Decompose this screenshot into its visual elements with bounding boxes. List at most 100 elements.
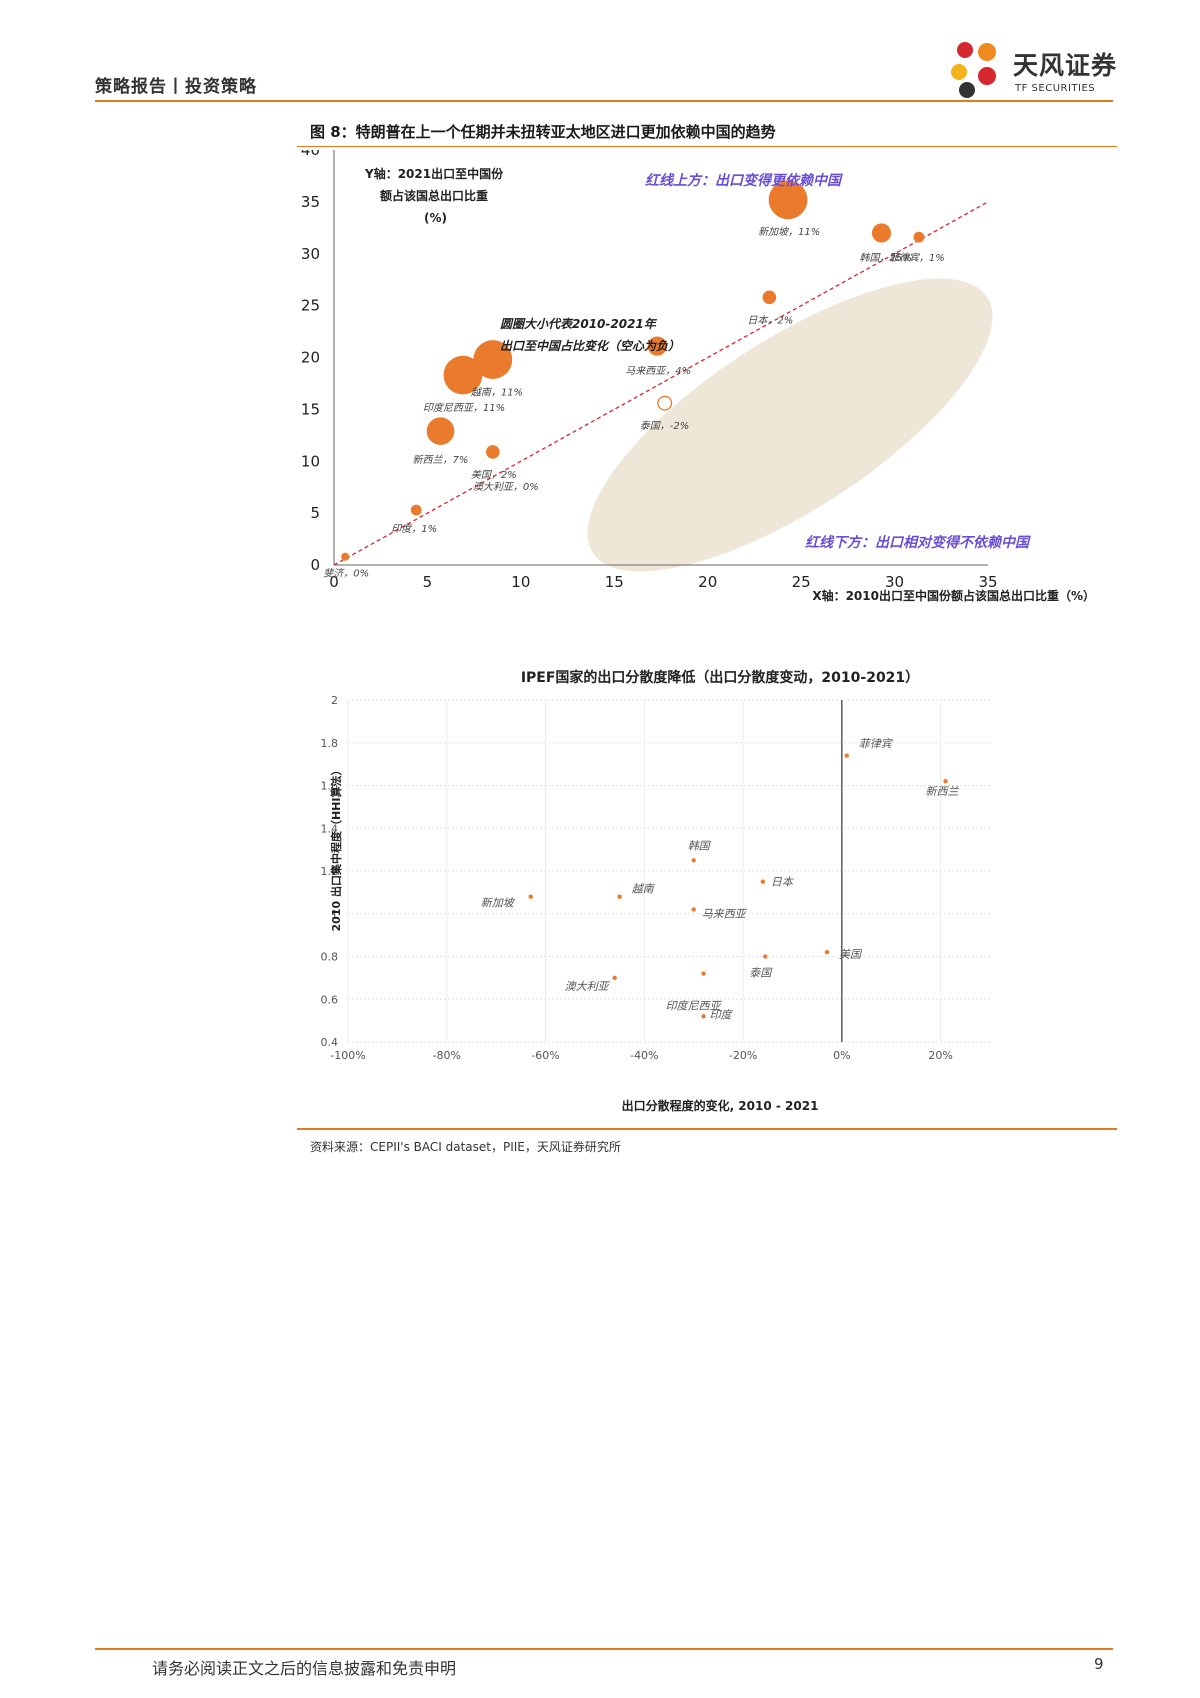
chart2-point-越南	[617, 894, 622, 899]
bubble-label-泰国: 泰国，-2%	[640, 420, 689, 432]
chart2-point-label-印度尼西亚: 印度尼西亚	[666, 1000, 723, 1013]
chart2-point-泰国	[763, 954, 768, 959]
y-tick-label: 20	[301, 349, 320, 367]
bubble-label-越南: 越南，11%	[471, 387, 523, 399]
y-tick-label: 35	[301, 193, 320, 211]
figure-bottom-divider	[297, 1128, 1117, 1130]
bubble-新加坡	[768, 180, 808, 220]
bubble-label-美国: 美国，2%	[471, 469, 517, 481]
bubble-菲律宾	[913, 231, 925, 243]
header-divider	[95, 100, 1113, 102]
chart2-y-tick-label: 1	[331, 908, 338, 921]
chart2-y-tick-label: 1.2	[321, 865, 339, 878]
bubble-马来西亚	[647, 336, 667, 356]
logo-name: 天风证券	[1013, 51, 1118, 80]
below-line-region-ellipse	[587, 278, 993, 572]
chart2-x-tick-label: -80%	[433, 1049, 461, 1062]
x-tick-label: 0	[329, 573, 339, 591]
chart2-point-label-印度: 印度	[710, 1008, 734, 1021]
bubble-label-印度: 印度，1%	[391, 523, 437, 535]
bubble-label-斐济: 斐济，0%	[323, 568, 369, 580]
disclaimer-note: 请务必阅读正文之后的信息披露和免责申明	[152, 1659, 457, 1678]
y-tick-label: 5	[310, 504, 320, 522]
y-axis-note-line-2: 额占该国总出口比重	[380, 188, 488, 203]
chart2-point-日本	[760, 879, 766, 884]
bubble-label-韩国: 韩国，25%	[859, 252, 911, 264]
chart2-point-韩国	[691, 858, 696, 863]
figure-caption: 图 8：特朗普在上一个任期并未扭转亚太地区进口更加依赖中国的趋势	[310, 123, 776, 141]
bubble-label-新加坡: 新加坡，11%	[758, 226, 820, 238]
chart2-point-澳大利亚	[612, 975, 617, 981]
chart2-y-tick-label: 0.8	[321, 951, 339, 964]
chart2-x-tick-label: -100%	[330, 1049, 365, 1062]
bubble-越南	[473, 340, 513, 379]
chart2-point-马来西亚	[691, 907, 696, 912]
bubble-label-菲律宾: 菲律宾，1%	[889, 252, 945, 264]
chart2-y-tick-label: 1.8	[321, 737, 339, 750]
y-axis-note-line-1: Y轴：2021出口至中国份	[364, 166, 504, 181]
x-tick-label: 5	[423, 573, 433, 591]
bubble-斐济	[341, 552, 350, 561]
y-tick-label: 15	[301, 400, 320, 418]
chart2-x-tick-label: -20%	[729, 1049, 757, 1062]
chart2-point-label-新加坡: 新加坡	[481, 897, 516, 910]
chart2-y-tick-label: 1.4	[321, 822, 339, 835]
chart2-x-tick-label: -40%	[630, 1049, 658, 1062]
report-header-title: 策略报告丨投资策略	[95, 77, 257, 97]
china-export-share-bubble-chart: 0 5 10 15 20 25 30 35 0 5 10 15 20 25 30 35 40 新加坡，11% 韩国…	[301, 150, 1095, 603]
chart2-point-label-韩国: 韩国	[688, 839, 712, 852]
page-number: 9	[1094, 1655, 1104, 1673]
chart2-title: IPEF国家的出口分散度降低（出口分散度变动，2010-2021）	[521, 669, 919, 686]
bubble-label-新西兰: 新西兰，7%	[413, 454, 469, 466]
chart2-y-tick-label: 1.6	[321, 780, 339, 793]
reference-line-y-equals-x	[333, 201, 989, 566]
chart2-point-菲律宾	[844, 753, 849, 758]
x-tick-label: 25	[792, 573, 811, 591]
chart2-point-label-菲律宾: 菲律宾	[859, 738, 894, 751]
x-tick-label: 15	[605, 573, 624, 591]
bubble-泰国	[657, 395, 673, 411]
tf-securities-logo: 天风证券 TF SECURITIES	[945, 38, 1125, 100]
x-tick-label: 30	[885, 573, 904, 591]
chart2-x-axis-label: 出口分散程度的变化, 2010 - 2021	[622, 1098, 819, 1113]
chart2-y-axis-label: 2010 出口集中程度（HHI算法）	[329, 765, 343, 932]
bubble-label-马来西亚: 马来西亚，4%	[625, 365, 691, 377]
bubble-澳大利亚	[488, 447, 497, 456]
chart2-point-印度	[701, 1014, 706, 1019]
y-tick-label: 10	[301, 452, 320, 470]
bubble-新西兰	[426, 417, 455, 445]
chart2-point-label-越南: 越南	[632, 883, 656, 896]
chart2-x-tick-label: 20%	[928, 1049, 952, 1062]
chart2-point-印度尼西亚	[701, 971, 706, 976]
chart2-point-label-美国: 美国	[839, 948, 863, 961]
y-axis-note-line-3: (%)	[424, 211, 447, 225]
x-tick-label: 20	[698, 573, 717, 591]
bubble-印度	[410, 504, 422, 516]
bubble-label-日本: 日本，2%	[747, 314, 793, 326]
chart2-x-tick-label: 0%	[833, 1049, 850, 1062]
y-tick-label: 0	[310, 556, 320, 574]
x-tick-label: 35	[978, 573, 997, 591]
y-tick-label: 40	[301, 150, 320, 159]
annotation-above-line: 红线上方：出口变得更依赖中国	[645, 172, 843, 189]
y-tick-label: 25	[301, 297, 320, 315]
x-axis-note: X轴：2010出口至中国份额占该国总出口比重（%）	[812, 588, 1095, 603]
bubble-label-澳大利亚: 澳大利亚，0%	[473, 481, 539, 493]
caption-divider	[297, 146, 1117, 147]
annotation-below-line: 红线下方：出口相对变得不依赖中国	[805, 534, 1031, 551]
chart2-point-label-马来西亚: 马来西亚	[702, 907, 748, 920]
bubble-印度尼西亚	[443, 355, 483, 395]
chart2-point-label-泰国: 泰国	[749, 967, 773, 980]
bubble-size-note-line-1: 圆圈大小代表2010-2021年	[500, 317, 658, 331]
bubble-日本	[762, 290, 777, 305]
chart2-x-tick-label: -60%	[531, 1049, 559, 1062]
logo-mark-icon	[951, 42, 996, 98]
chart2-y-tick-label: 2	[331, 694, 338, 707]
source-note: 资料来源：CEPII's BACI dataset，PIIE，天风证券研究所	[310, 1140, 621, 1154]
chart2-point-label-新西兰: 新西兰	[926, 785, 960, 798]
chart2-point-新加坡	[528, 894, 533, 899]
y-tick-label: 30	[301, 245, 320, 263]
chart2-point-新西兰	[943, 779, 948, 784]
chart2-point-美国	[824, 950, 830, 955]
chart2-point-label-日本: 日本	[771, 876, 795, 889]
